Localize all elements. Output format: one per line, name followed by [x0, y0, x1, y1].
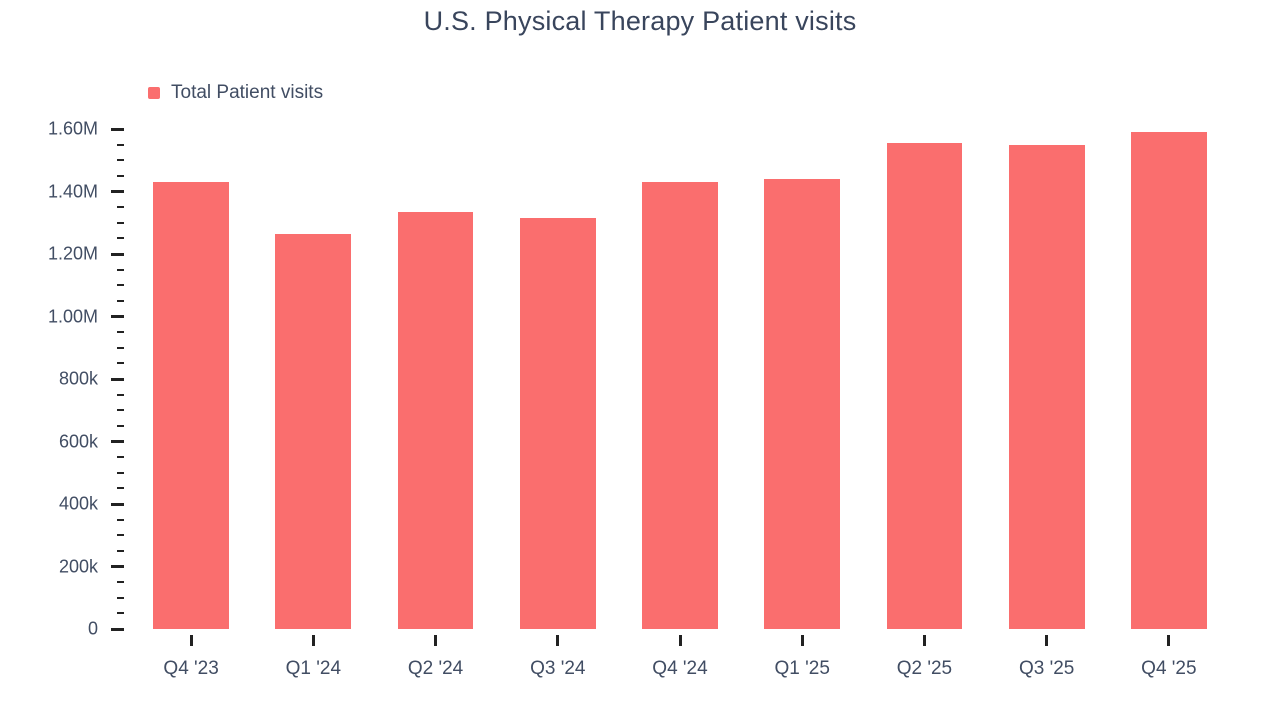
y-major-tick [111, 440, 124, 443]
x-tick-label: Q1 '24 [285, 658, 342, 679]
y-minor-tick [117, 518, 124, 521]
y-minor-tick [117, 549, 124, 552]
y-minor-tick [117, 534, 124, 537]
x-tick-label: Q4 '23 [163, 658, 219, 679]
x-tick [922, 635, 926, 646]
bar-q4-25 [1131, 132, 1207, 629]
bar-q2-24 [397, 211, 474, 629]
x-tick [556, 635, 560, 646]
x-tick-label: Q4 '24 [652, 658, 708, 679]
x-tick [678, 635, 682, 646]
y-minor-tick [117, 346, 124, 349]
y-tick-label: 1.40M [47, 181, 98, 201]
bar-q3-25 [1008, 144, 1085, 629]
y-minor-tick [117, 456, 124, 459]
y-tick-label: 400k [58, 493, 98, 514]
y-tick-label: 1.00M [47, 306, 98, 326]
x-tick-label: Q2 '25 [896, 658, 953, 679]
y-minor-tick [117, 174, 124, 177]
y-major-tick [111, 502, 124, 506]
y-minor-tick [117, 268, 124, 271]
x-tick-label: Q3 '24 [530, 658, 586, 679]
y-minor-tick [117, 612, 124, 615]
bar-q1-25 [764, 179, 841, 629]
bar-q4-24 [642, 182, 718, 629]
y-tick-label: 1.60M [47, 118, 98, 139]
bar-q4-23 [153, 182, 229, 629]
x-tick-label: Q2 '24 [407, 658, 464, 679]
y-tick-label: 800k [58, 368, 98, 389]
x-tick [434, 635, 438, 646]
y-axis: 0 200k 400k 600k 800k 1.00M 1.20M 1.40M 1.60M [0, 119, 124, 639]
plot-area [130, 129, 1230, 629]
y-major-tick [111, 377, 124, 381]
bar-q2-25 [886, 143, 963, 629]
y-minor-tick [117, 206, 124, 209]
x-tick-label: Q4 '25 [1141, 658, 1197, 679]
legend-swatch [148, 87, 160, 99]
y-major-tick [111, 252, 124, 256]
y-minor-tick [117, 424, 124, 427]
y-tick-label: 1.20M [47, 243, 98, 264]
y-minor-tick [117, 581, 124, 584]
y-major-tick [111, 565, 124, 568]
bar-q1-24 [275, 233, 352, 629]
y-major-tick [111, 190, 124, 193]
y-minor-tick [117, 362, 124, 365]
y-minor-tick [117, 159, 124, 162]
legend-label: Total Patient visits [171, 82, 324, 103]
x-tick [1167, 635, 1171, 646]
x-tick-label: Q3 '25 [1018, 658, 1075, 679]
x-tick [311, 635, 315, 646]
y-tick-label: 0 [87, 618, 98, 639]
y-minor-tick [117, 393, 124, 396]
y-tick-label: 200k [58, 556, 98, 576]
x-axis: Q4 '23 Q1 '24 Q2 '24 Q3 '24 Q4 '24 Q1 '25 Q2 '… [130, 629, 1230, 699]
y-minor-tick [117, 221, 124, 224]
y-major-tick [111, 627, 124, 631]
y-minor-tick [117, 471, 124, 474]
x-tick [800, 635, 804, 646]
x-tick [189, 635, 193, 646]
y-minor-tick [117, 331, 124, 334]
x-tick [1045, 635, 1049, 646]
y-major-tick [111, 127, 124, 131]
y-minor-tick [117, 299, 124, 302]
y-minor-tick [117, 487, 124, 490]
chart-title: U.S. Physical Therapy Patient visits [423, 6, 857, 36]
bar-q3-24 [519, 218, 596, 629]
y-minor-tick [117, 596, 124, 599]
y-minor-tick [117, 409, 124, 412]
y-major-tick [111, 315, 124, 318]
x-tick-label: Q1 '25 [774, 658, 830, 679]
y-minor-tick [117, 237, 124, 240]
legend: Total Patient visits [148, 82, 323, 104]
y-tick-label: 600k [58, 431, 98, 451]
y-minor-tick [117, 284, 124, 287]
y-minor-tick [117, 143, 124, 146]
